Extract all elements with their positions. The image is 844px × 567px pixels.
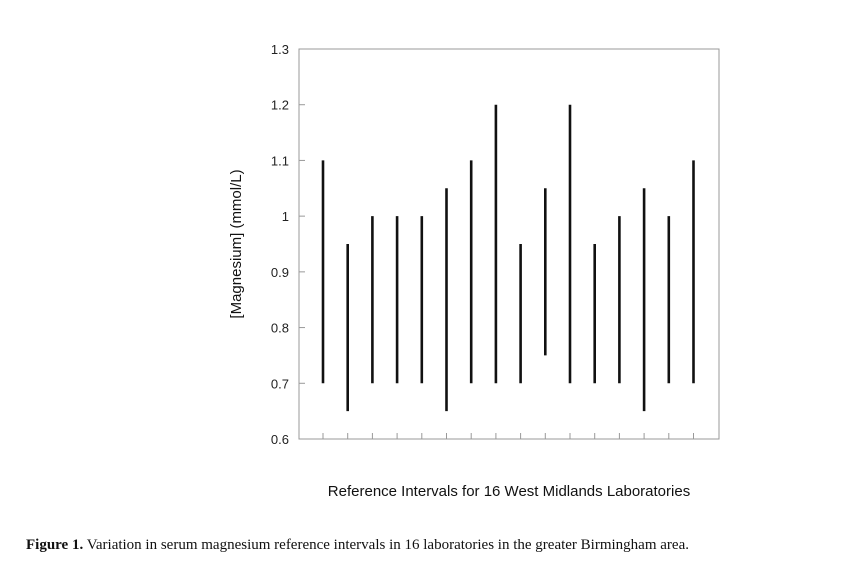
x-axis (322, 433, 694, 439)
reference-interval-chart: 0.6 0.7 0.8 0.9 1 1.1 1.2 1.3 Reference Interva… (228, 42, 720, 500)
y-tick-label: 1.1 (271, 153, 289, 168)
y-tick-label: 0.8 (271, 321, 289, 336)
interval-bars (321, 104, 695, 412)
y-axis: 0.6 0.7 0.8 0.9 1 1.1 1.2 1.3 (271, 42, 305, 447)
y-tick-label: 0.9 (271, 265, 289, 280)
caption-text: Variation in serum magnesium reference i… (83, 537, 689, 553)
figure-caption: Figure 1. Variation in serum magnesium r… (26, 537, 689, 554)
y-tick-label: 0.7 (271, 376, 289, 391)
y-tick-label: 1.3 (271, 42, 289, 57)
caption-label: Figure 1. (26, 537, 84, 553)
x-axis-title: Reference Intervals for 16 West Midlands… (328, 483, 690, 500)
y-tick-label: 0.6 (271, 432, 289, 447)
y-axis-title: [Magnesium] (mmol/L) (228, 169, 245, 318)
y-tick-label: 1.2 (271, 98, 289, 113)
y-tick-label: 1 (282, 209, 289, 224)
plot-frame (298, 48, 720, 440)
